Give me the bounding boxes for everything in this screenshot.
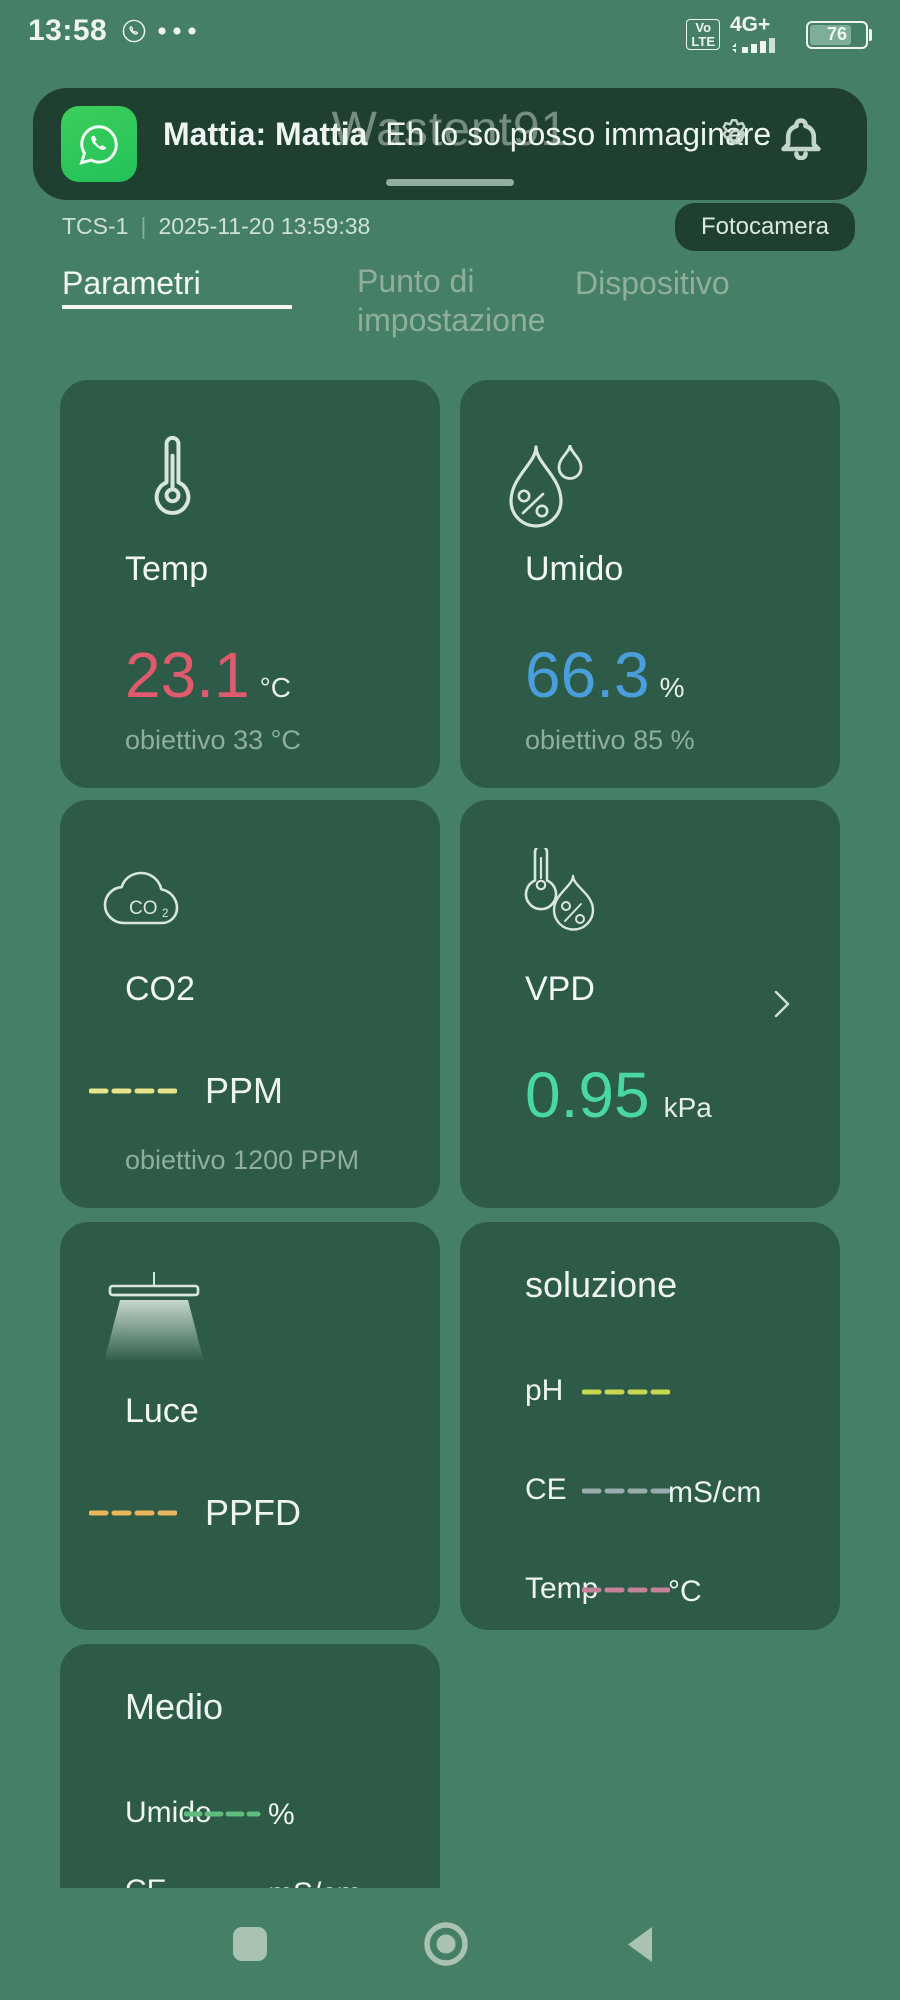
svg-text:CO: CO <box>129 898 158 919</box>
svg-text:2: 2 <box>162 908 168 920</box>
